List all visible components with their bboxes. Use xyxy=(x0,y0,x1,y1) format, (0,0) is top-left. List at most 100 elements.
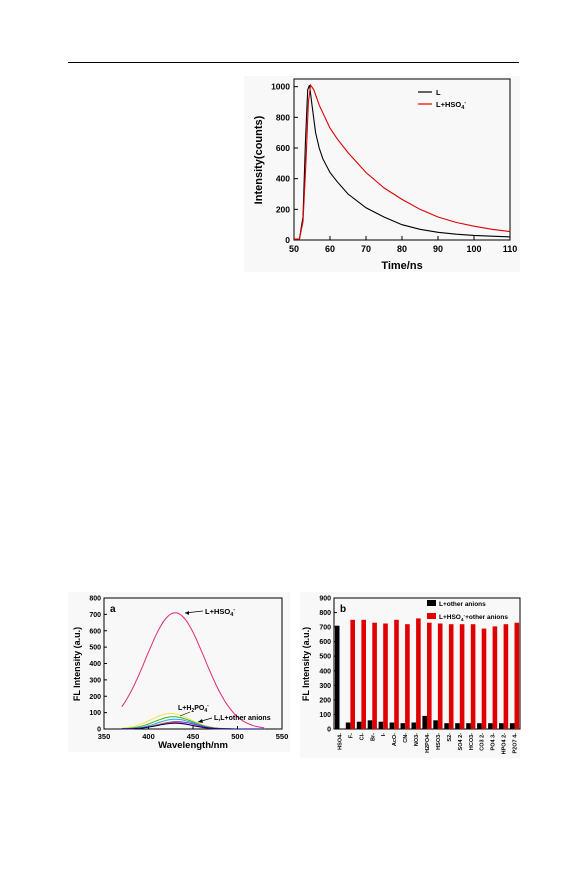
bar-7-0 xyxy=(411,722,417,729)
decay-series-1 xyxy=(294,83,511,240)
decay-ytick-label: 800 xyxy=(276,112,290,122)
bar-category-label: NO3- xyxy=(414,733,420,746)
spectra-xtick-label: 550 xyxy=(276,732,289,741)
bar-category-label: P2O7 4- xyxy=(513,733,519,754)
spectra-ylabel: FL Intensity (a.u.) xyxy=(72,627,82,701)
bar-12-1 xyxy=(470,624,476,729)
header-rule xyxy=(68,62,519,63)
bar-ytick-label: 200 xyxy=(319,697,331,704)
bar-4-0 xyxy=(378,721,384,729)
decay-series-0 xyxy=(294,84,511,240)
bar-14-0 xyxy=(488,723,493,729)
decay-xtick-label: 70 xyxy=(361,244,371,254)
bar-9-1 xyxy=(437,623,443,729)
bar-3-1 xyxy=(372,622,377,729)
spectra-ytick-label: 600 xyxy=(89,628,101,635)
spectra-series-6 xyxy=(121,722,265,730)
bar-1-0 xyxy=(345,722,351,729)
spectra-xlabel: Wavelength/nm xyxy=(158,740,228,751)
bar-category-label: PO4 3- xyxy=(491,733,497,751)
spectra-xtick-label: 350 xyxy=(98,732,111,741)
bar-ytick-label: 800 xyxy=(319,610,331,617)
spectra-xtick-label: 500 xyxy=(231,732,244,741)
bar-ytick-label: 900 xyxy=(319,596,331,603)
bar-legend-label-1: L+other anions xyxy=(439,601,486,608)
spectra-xtick-label: 450 xyxy=(187,732,200,741)
bar-11-0 xyxy=(455,723,460,729)
bar-category-label: H2PO4- xyxy=(425,733,431,753)
bar-category-label: CN- xyxy=(403,733,409,743)
decay-ytick-label: 0 xyxy=(285,235,290,245)
bar-category-label: AcO- xyxy=(392,733,398,746)
spectra-ytick-label: 200 xyxy=(89,694,101,701)
bar-category-label: HSO3- xyxy=(436,733,442,750)
spectra-xtick-label: 400 xyxy=(142,732,155,741)
bar-ytick-label: 400 xyxy=(319,668,331,675)
bar-12-0 xyxy=(466,723,471,729)
bar-category-label: HPO4 2- xyxy=(502,733,508,755)
bar-8-1 xyxy=(427,622,432,729)
bar-14-1 xyxy=(492,626,498,729)
bar-ytick-label: 0 xyxy=(327,727,331,734)
bar-legend-swatch-2 xyxy=(427,613,436,619)
decay-ylabel: Intensity(counts) xyxy=(253,115,265,204)
bar-4-1 xyxy=(383,623,388,729)
bar-category-label: S2- xyxy=(447,733,453,742)
spectra-ytick-label: 0 xyxy=(97,727,101,734)
decay-xtick-label: 110 xyxy=(503,244,518,254)
bar-5-1 xyxy=(394,619,399,729)
bar-1-1 xyxy=(350,619,355,729)
bar-ytick-label: 500 xyxy=(319,654,331,661)
decay-ytick-label: 600 xyxy=(276,143,290,153)
bar-7-1 xyxy=(416,618,421,729)
decay-xtick-label: 60 xyxy=(325,244,335,254)
annotation-h2po4: L+H2PO4- xyxy=(178,703,209,714)
bar-16-0 xyxy=(509,723,515,729)
annotation-hso4: L+HSO4- xyxy=(184,607,235,618)
annotation-h2po4-arrow xyxy=(179,711,191,717)
bar-10-1 xyxy=(448,624,454,729)
bar-5-0 xyxy=(389,722,395,729)
legend-label-lhso4: L+HSO4- xyxy=(436,100,466,111)
legend-label-l: L xyxy=(436,88,441,97)
bar-category-label: SO4 2- xyxy=(458,733,464,751)
bar-category-label: HSO4- xyxy=(338,733,344,750)
bar-category-label: Cl- xyxy=(359,733,365,741)
decay-xtick-label: 100 xyxy=(466,244,481,254)
spectra-series-0 xyxy=(121,612,265,729)
bar-category-label: HCO3- xyxy=(469,733,475,750)
spectra-ytick-label: 100 xyxy=(89,710,101,717)
bar-ytick-label: 300 xyxy=(319,683,331,690)
spectra-ytick-label: 700 xyxy=(89,612,101,619)
bar-category-label: Br- xyxy=(370,733,376,741)
bar-panel-label: b xyxy=(340,604,346,615)
bar-category-label: CO3 2- xyxy=(480,733,486,751)
spectra-ytick-label: 300 xyxy=(89,677,101,684)
bar-3-0 xyxy=(367,720,373,729)
spectra-ytick-label: 400 xyxy=(89,661,101,668)
bar-15-0 xyxy=(499,723,504,729)
bar-6-0 xyxy=(400,723,406,729)
bar-11-1 xyxy=(459,624,465,729)
bar-8-0 xyxy=(422,715,427,729)
decay-xlabel: Time/ns xyxy=(381,260,422,272)
bar-2-1 xyxy=(361,619,366,729)
annotation-other-text: L,L+other anions xyxy=(214,715,271,722)
annotation-hso4-arrowhead xyxy=(185,611,189,615)
bar-ytick-label: 100 xyxy=(319,712,331,719)
bar-legend-swatch-1 xyxy=(427,600,436,606)
decay-ytick-label: 400 xyxy=(276,174,290,184)
bar-ylabel: FL Intensity (a.u.) xyxy=(301,627,311,701)
spectra-ytick-label: 500 xyxy=(89,645,101,652)
annotation-hso4-text: L+HSO4- xyxy=(205,607,235,618)
annotation-other: L,L+other anions xyxy=(197,715,271,723)
annotation-other-arrowhead xyxy=(198,719,203,723)
bar-16-1 xyxy=(514,622,520,729)
decay-ytick-label: 200 xyxy=(276,204,290,214)
bar-ytick-label: 600 xyxy=(319,639,331,646)
bar-0-0 xyxy=(334,625,340,729)
bar-13-1 xyxy=(481,628,487,729)
